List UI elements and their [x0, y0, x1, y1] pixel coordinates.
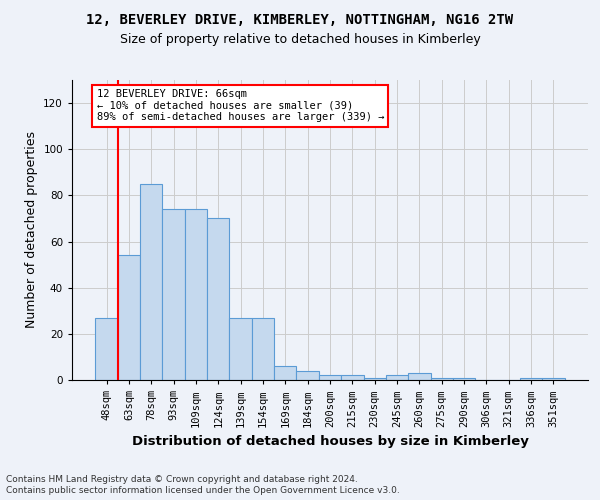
- Text: 12 BEVERLEY DRIVE: 66sqm
← 10% of detached houses are smaller (39)
89% of semi-d: 12 BEVERLEY DRIVE: 66sqm ← 10% of detach…: [97, 89, 384, 122]
- Bar: [185, 209, 207, 380]
- Bar: [364, 378, 386, 380]
- Bar: [319, 376, 341, 380]
- Bar: [386, 376, 408, 380]
- Bar: [163, 209, 185, 380]
- Bar: [341, 376, 364, 380]
- Bar: [140, 184, 163, 380]
- Bar: [296, 371, 319, 380]
- Bar: [252, 318, 274, 380]
- Bar: [408, 373, 431, 380]
- Text: Contains public sector information licensed under the Open Government Licence v3: Contains public sector information licen…: [6, 486, 400, 495]
- Text: Contains HM Land Registry data © Crown copyright and database right 2024.: Contains HM Land Registry data © Crown c…: [6, 475, 358, 484]
- Bar: [118, 256, 140, 380]
- Bar: [542, 378, 565, 380]
- Bar: [229, 318, 252, 380]
- Bar: [274, 366, 296, 380]
- Bar: [453, 378, 475, 380]
- Y-axis label: Number of detached properties: Number of detached properties: [25, 132, 38, 328]
- Text: 12, BEVERLEY DRIVE, KIMBERLEY, NOTTINGHAM, NG16 2TW: 12, BEVERLEY DRIVE, KIMBERLEY, NOTTINGHA…: [86, 12, 514, 26]
- Bar: [431, 378, 453, 380]
- Bar: [207, 218, 229, 380]
- X-axis label: Distribution of detached houses by size in Kimberley: Distribution of detached houses by size …: [131, 435, 529, 448]
- Text: Size of property relative to detached houses in Kimberley: Size of property relative to detached ho…: [119, 32, 481, 46]
- Bar: [520, 378, 542, 380]
- Bar: [95, 318, 118, 380]
